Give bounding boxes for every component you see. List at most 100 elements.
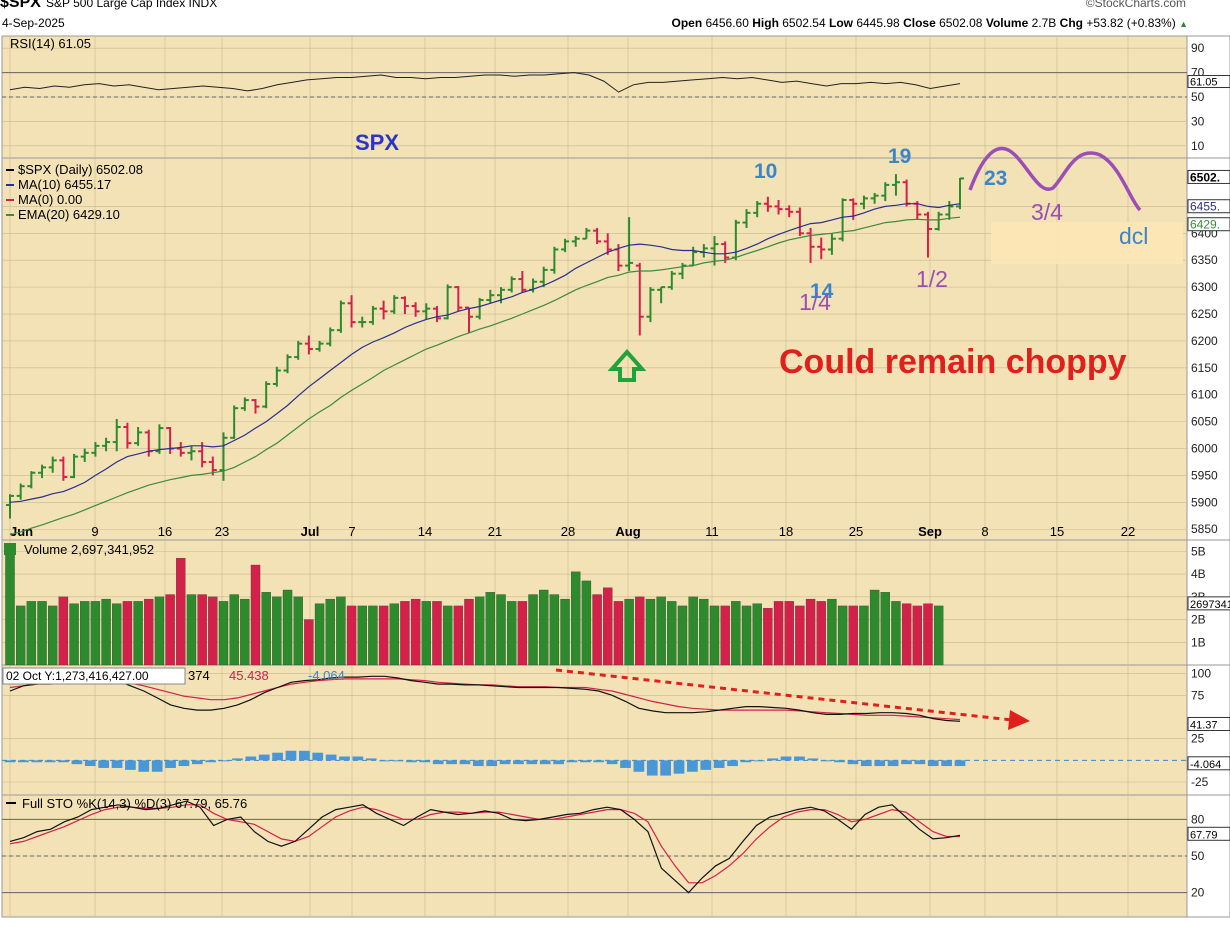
oscillator-histogram-bar bbox=[486, 760, 498, 767]
price-bar bbox=[262, 381, 271, 409]
up-arrow-icon bbox=[607, 348, 647, 382]
oscillator-histogram-bar bbox=[299, 750, 310, 761]
oscillator-histogram-bar bbox=[138, 760, 150, 772]
oscillator-histogram-bar bbox=[312, 752, 324, 761]
high-value: 6502.54 bbox=[782, 16, 826, 30]
oscillator-histogram-bar bbox=[660, 760, 671, 776]
price-last-badge bbox=[1187, 169, 1230, 184]
oscillator-tick-label: 25 bbox=[1191, 732, 1205, 746]
price-tick-label: 6150 bbox=[1191, 361, 1218, 375]
oscillator-panel: 100 75 25 -25 02 Oct Y:1,273,416,427.00 374 45… bbox=[2, 667, 1230, 789]
volume-value: 2.7B bbox=[1031, 16, 1057, 30]
oscillator-histogram-bar bbox=[258, 754, 270, 761]
oscillator-histogram-bar bbox=[927, 760, 939, 767]
price-last-label: 6429. bbox=[1190, 218, 1220, 232]
price-bar bbox=[6, 494, 14, 519]
oscillator-histogram-bar bbox=[673, 760, 685, 774]
volume-bar bbox=[720, 605, 730, 666]
stochastic-d-line bbox=[9, 804, 960, 884]
stochastic-tick-label: 80 bbox=[1191, 812, 1205, 826]
price-bar bbox=[91, 442, 100, 457]
volume-bar bbox=[304, 619, 314, 666]
price-bar bbox=[368, 305, 377, 325]
oscillator-histogram-bar bbox=[727, 760, 738, 767]
volume-bar bbox=[26, 601, 37, 666]
volume-bar bbox=[282, 589, 293, 666]
wave-19-label: 19 bbox=[888, 145, 911, 168]
volume-bar bbox=[645, 598, 656, 666]
volume-bar bbox=[176, 558, 186, 666]
oscillator-histogram-bar bbox=[740, 760, 752, 763]
volume-bar bbox=[592, 594, 602, 666]
price-tick-label: 6000 bbox=[1191, 442, 1218, 456]
oscillator-histogram-bar bbox=[633, 760, 645, 772]
price-bar bbox=[283, 354, 292, 374]
price-tick-label: 6200 bbox=[1191, 334, 1218, 348]
volume-bar bbox=[539, 589, 549, 666]
price-bar bbox=[635, 262, 644, 336]
oscillator-histogram-bar bbox=[205, 760, 217, 763]
cycle-1-4-label: 1/4 bbox=[799, 289, 831, 315]
price-bar bbox=[390, 295, 399, 315]
price-bar bbox=[219, 432, 228, 481]
price-legend-entry: MA(10) 6455.17 bbox=[18, 177, 111, 192]
price-tick-label: 5950 bbox=[1191, 468, 1218, 482]
price-tick-label: 6100 bbox=[1191, 388, 1218, 402]
oscillator-histogram-bar bbox=[352, 756, 364, 761]
volume-bar bbox=[453, 605, 464, 666]
price-bar bbox=[678, 262, 687, 280]
chart-date: 4-Sep-2025 bbox=[2, 16, 65, 30]
oscillator-histogram-bar bbox=[834, 760, 845, 763]
oscillator-histogram-bar bbox=[245, 756, 257, 761]
volume-bar bbox=[15, 605, 26, 666]
price-bar bbox=[27, 471, 36, 489]
stochastic-tick-label: 50 bbox=[1191, 849, 1205, 863]
volume-bar bbox=[560, 598, 570, 666]
choppy-note: Could remain choppy bbox=[779, 343, 1127, 381]
volume-bar bbox=[506, 601, 517, 666]
cycle-1-2-label: 1/2 bbox=[916, 266, 948, 292]
oscillator-histogram-bar bbox=[44, 760, 56, 763]
volume-bar bbox=[250, 564, 261, 666]
volume-bar bbox=[325, 598, 335, 666]
x-tick-label: 16 bbox=[158, 524, 172, 539]
price-bar bbox=[48, 456, 57, 473]
open-value: 6456.60 bbox=[705, 16, 749, 30]
brand-label[interactable]: ©StockCharts.com bbox=[1085, 0, 1186, 10]
price-tick-label: 5850 bbox=[1191, 522, 1218, 536]
volume-bar bbox=[741, 605, 752, 666]
price-bar bbox=[59, 456, 68, 481]
price-bar bbox=[294, 340, 303, 360]
price-bar bbox=[817, 237, 826, 260]
volume-bar bbox=[517, 601, 528, 666]
oscillator-histogram-bar bbox=[272, 752, 283, 761]
price-bar bbox=[272, 366, 281, 387]
volume-bar bbox=[357, 605, 367, 666]
wave-23-label: 23 bbox=[984, 167, 1007, 190]
oscillator-histogram-bar bbox=[151, 760, 163, 772]
volume-bar bbox=[805, 598, 816, 666]
x-tick-label: 22 bbox=[1121, 524, 1135, 539]
oscillator-histogram-bar bbox=[472, 760, 484, 767]
rsi-last-badge bbox=[1187, 75, 1230, 89]
axis-background-price bbox=[1186, 157, 1230, 541]
price-bar bbox=[838, 198, 847, 242]
price-bar bbox=[422, 303, 431, 320]
oscillator-histogram-bar bbox=[4, 760, 16, 763]
oscillator-tooltip-box bbox=[2, 667, 186, 685]
oscillator-histogram-bar bbox=[339, 756, 350, 761]
volume-bar bbox=[837, 605, 848, 666]
price-bar bbox=[486, 289, 495, 304]
annotations-layer: SPX 10 14 19 23 1/4 1/2 3/4 dcl Could remain chop… bbox=[355, 130, 1183, 730]
price-bar bbox=[187, 445, 196, 461]
oscillator-histogram-bar bbox=[432, 760, 444, 765]
price-bar bbox=[881, 182, 890, 202]
price-bar bbox=[411, 302, 420, 317]
volume-tick-label: 4B bbox=[1191, 567, 1206, 581]
volume-bar bbox=[58, 596, 69, 666]
price-legend-entry: MA(0) 0.00 bbox=[18, 192, 82, 207]
oscillator-histogram-bar bbox=[459, 760, 471, 765]
stochastic-tick-label: 20 bbox=[1191, 886, 1205, 900]
